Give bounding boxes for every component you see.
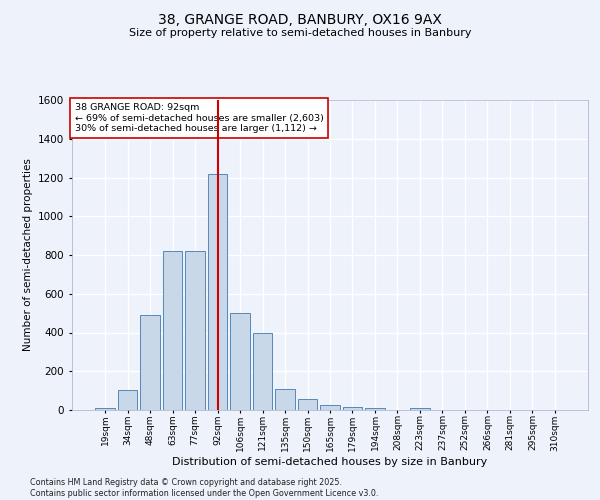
Bar bbox=[208, 174, 227, 410]
Bar bbox=[163, 251, 182, 410]
Text: Size of property relative to semi-detached houses in Banbury: Size of property relative to semi-detach… bbox=[129, 28, 471, 38]
Y-axis label: Number of semi-detached properties: Number of semi-detached properties bbox=[23, 158, 32, 352]
Bar bbox=[253, 332, 272, 410]
Bar bbox=[298, 400, 317, 410]
Bar bbox=[365, 408, 385, 410]
Bar bbox=[410, 408, 430, 410]
X-axis label: Distribution of semi-detached houses by size in Banbury: Distribution of semi-detached houses by … bbox=[172, 458, 488, 468]
Bar bbox=[343, 407, 362, 410]
Text: 38, GRANGE ROAD, BANBURY, OX16 9AX: 38, GRANGE ROAD, BANBURY, OX16 9AX bbox=[158, 12, 442, 26]
Bar bbox=[275, 388, 295, 410]
Bar bbox=[185, 251, 205, 410]
Bar bbox=[95, 408, 115, 410]
Text: Contains HM Land Registry data © Crown copyright and database right 2025.
Contai: Contains HM Land Registry data © Crown c… bbox=[30, 478, 379, 498]
Text: 38 GRANGE ROAD: 92sqm
← 69% of semi-detached houses are smaller (2,603)
30% of s: 38 GRANGE ROAD: 92sqm ← 69% of semi-deta… bbox=[74, 103, 323, 133]
Bar bbox=[140, 315, 160, 410]
Bar bbox=[230, 313, 250, 410]
Bar bbox=[320, 405, 340, 410]
Bar bbox=[118, 390, 137, 410]
